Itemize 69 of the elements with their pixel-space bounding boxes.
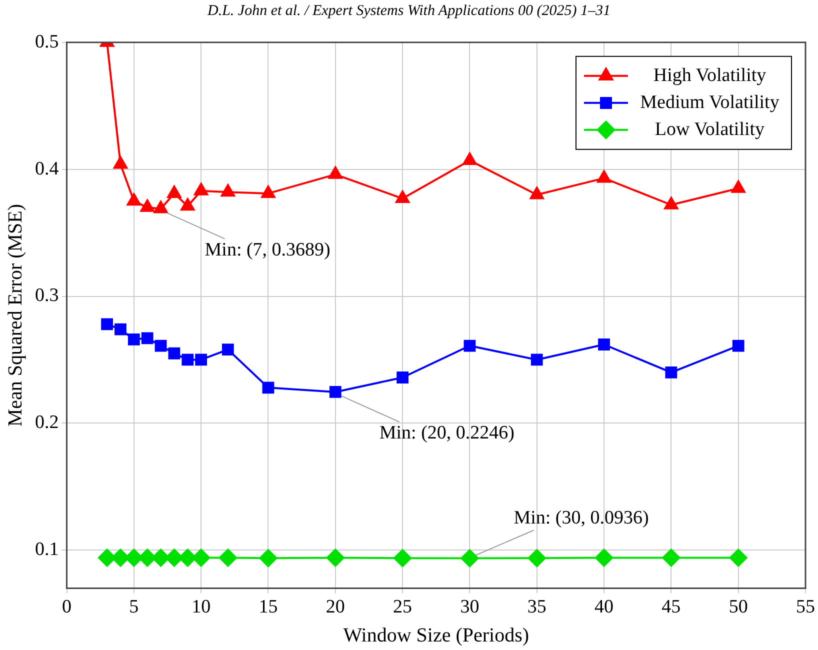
legend-label: Low Volatility bbox=[654, 118, 766, 140]
y-tick-label: 0.5 bbox=[35, 31, 59, 52]
annotation: Min: (30, 0.0936) bbox=[514, 508, 649, 529]
x-tick-label: 45 bbox=[662, 596, 681, 618]
point bbox=[395, 190, 410, 204]
y-tick-label: 0.2 bbox=[35, 412, 59, 434]
point bbox=[195, 354, 208, 366]
point bbox=[328, 166, 342, 179]
annotation: Min: (7, 0.3689) bbox=[204, 239, 330, 260]
point bbox=[596, 170, 612, 183]
x-tick-label: 55 bbox=[796, 596, 815, 618]
y-tick-label: 0.4 bbox=[35, 158, 60, 180]
x-tick-label: 5 bbox=[129, 596, 139, 618]
point bbox=[329, 386, 342, 398]
point bbox=[464, 340, 476, 352]
point bbox=[192, 548, 210, 567]
point bbox=[460, 549, 479, 568]
point bbox=[261, 185, 276, 198]
point bbox=[101, 318, 113, 330]
y-axis-title: Mean Squared Error (MSE) bbox=[4, 204, 26, 427]
point bbox=[665, 366, 678, 378]
annotation: Min: (20, 0.2246) bbox=[379, 422, 514, 444]
x-tick-label: 30 bbox=[460, 596, 480, 618]
point bbox=[141, 332, 154, 344]
point bbox=[731, 180, 746, 193]
legend-label: Medium Volatility bbox=[640, 92, 780, 113]
point bbox=[220, 184, 235, 197]
point bbox=[396, 372, 408, 384]
point bbox=[462, 152, 477, 165]
point bbox=[259, 549, 278, 568]
point bbox=[598, 338, 610, 350]
x-tick-label: 15 bbox=[258, 596, 278, 618]
point bbox=[218, 548, 237, 567]
point bbox=[126, 193, 141, 206]
legend-label: High Volatility bbox=[653, 64, 767, 86]
point bbox=[729, 548, 748, 567]
x-tick-label: 10 bbox=[192, 596, 211, 618]
point bbox=[168, 347, 180, 360]
text: D.L. John et al. / Expert Systems With Applications 00 (2025) 1–31 bbox=[206, 2, 612, 21]
x-tick-label: 35 bbox=[527, 596, 546, 618]
x-tick-label: 25 bbox=[393, 596, 412, 618]
point bbox=[113, 156, 128, 169]
point bbox=[530, 186, 544, 200]
point bbox=[530, 354, 543, 366]
x-tick-label: 50 bbox=[728, 596, 748, 618]
x-axis-title: Window Size (Periods) bbox=[343, 624, 530, 646]
point bbox=[528, 549, 546, 568]
point bbox=[194, 182, 208, 196]
x-tick-label: 0 bbox=[62, 596, 72, 618]
y-tick-label: 0.3 bbox=[35, 285, 59, 306]
point bbox=[180, 198, 195, 211]
point bbox=[154, 200, 168, 214]
point bbox=[182, 354, 194, 366]
point bbox=[128, 333, 140, 346]
point bbox=[595, 548, 614, 567]
point bbox=[662, 548, 680, 567]
x-tick-label: 40 bbox=[594, 596, 614, 618]
point bbox=[154, 340, 167, 352]
point bbox=[394, 549, 412, 568]
point bbox=[114, 323, 126, 336]
y-tick-label: 0.1 bbox=[35, 539, 59, 560]
x-tick-label: 20 bbox=[326, 596, 345, 618]
point bbox=[326, 548, 344, 567]
point bbox=[262, 382, 274, 394]
point bbox=[140, 199, 154, 212]
point bbox=[664, 196, 678, 210]
point bbox=[167, 185, 182, 198]
point bbox=[732, 340, 744, 352]
point bbox=[222, 344, 234, 356]
